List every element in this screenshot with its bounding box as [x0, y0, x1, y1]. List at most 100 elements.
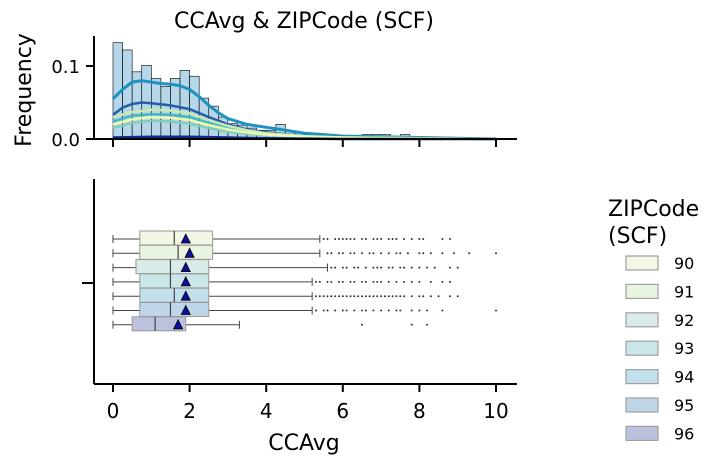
outlier-point [349, 252, 352, 255]
outlier-point [357, 266, 360, 269]
outlier-point [341, 266, 344, 269]
outlier-point [395, 252, 398, 255]
outlier-point [372, 238, 375, 240]
mean-marker [180, 233, 191, 244]
outlier-point [383, 295, 386, 298]
legend-swatch-95 [625, 397, 659, 413]
outlier-point [364, 280, 367, 283]
outlier-point [372, 280, 375, 283]
outlier-point [456, 295, 459, 298]
legend-swatch-91 [625, 283, 659, 299]
outlier-point [426, 309, 429, 312]
outlier-point [418, 295, 421, 298]
outlier-point [441, 238, 444, 240]
kde-line-90 [112, 115, 497, 141]
outlier-point [337, 238, 340, 240]
outlier-point [441, 280, 444, 283]
outlier-point [330, 280, 333, 283]
outlier-point [330, 252, 333, 255]
outlier-point [341, 309, 344, 312]
outlier-point [360, 252, 363, 255]
outlier-point [395, 309, 398, 312]
outlier-point [334, 266, 337, 269]
outlier-point [403, 266, 406, 269]
outlier-point [334, 309, 337, 312]
outlier-point [441, 252, 444, 255]
box-91 [139, 244, 214, 260]
outlier-point [353, 309, 356, 312]
outlier-point [418, 238, 421, 240]
outlier-point [387, 280, 390, 283]
outlier-point [314, 309, 317, 312]
legend-label-93: 93 [674, 339, 694, 358]
histogram-panel: CCAvg & ZIPCode (SCF) Frequency 0.0 0.1 [12, 9, 517, 151]
mean-marker [180, 261, 191, 273]
outlier-point [345, 266, 348, 269]
outlier-point [426, 266, 429, 269]
outlier-point [395, 280, 398, 283]
outlier-point [314, 280, 317, 283]
x-tick-label: 6 [336, 399, 349, 423]
box-93 [139, 273, 210, 289]
kde-line-94 [111, 79, 497, 141]
outlier-point [326, 252, 329, 255]
outlier-point [326, 238, 329, 240]
outlier-point [318, 295, 321, 298]
outlier-point [380, 280, 383, 283]
outlier-point [353, 266, 356, 269]
outlier-point [337, 252, 340, 255]
outlier-point [495, 309, 497, 312]
outlier-point [441, 309, 444, 312]
outlier-point [449, 295, 452, 298]
outlier-point [376, 295, 379, 298]
legend-label-95: 95 [674, 396, 694, 415]
histogram-bar [189, 75, 200, 140]
y-tick-label: 0.1 [51, 57, 80, 78]
outlier-point [349, 295, 352, 298]
outlier-point [330, 295, 333, 298]
outlier-point [326, 280, 329, 283]
outlier-point [353, 295, 356, 298]
legend-swatch-94 [625, 369, 659, 385]
outlier-point [380, 252, 383, 255]
outlier-point [410, 323, 413, 326]
outlier-point [406, 252, 409, 255]
outlier-point [337, 280, 340, 283]
legend-swatch-96 [625, 425, 659, 441]
outlier-point [380, 309, 383, 312]
outlier-point [468, 252, 471, 255]
outlier-point [353, 280, 356, 283]
x-tick-label: 4 [260, 399, 273, 423]
box-96 [131, 316, 187, 332]
box-92 [135, 259, 210, 275]
outlier-point [364, 266, 367, 269]
outlier-point [326, 295, 329, 298]
legend-label-91: 91 [674, 282, 694, 301]
x-tick-label: 10 [483, 399, 508, 423]
outlier-point [391, 266, 394, 269]
legend-label-94: 94 [674, 368, 694, 387]
outlier-point [399, 266, 402, 269]
outlier-point [429, 280, 432, 283]
mean-marker [180, 276, 191, 287]
outlier-point [364, 309, 367, 312]
legend-swatch-90 [625, 255, 659, 271]
outlier-point [449, 280, 452, 283]
chart-title: CCAvg & ZIPCode (SCF) [174, 9, 434, 34]
outlier-point [422, 252, 425, 255]
legend-label-96: 96 [674, 424, 694, 443]
histogram-bar [170, 78, 181, 140]
outlier-point [433, 266, 436, 269]
outlier-point [391, 295, 394, 298]
outlier-point [418, 309, 421, 312]
outlier-point [322, 295, 325, 298]
outlier-point [360, 323, 363, 326]
legend-title: (SCF) [608, 224, 667, 249]
outlier-point [334, 295, 337, 298]
x-tick-label: 2 [183, 399, 196, 423]
legend-swatch-92 [625, 312, 659, 328]
outlier-point [368, 252, 371, 255]
outlier-point [449, 238, 452, 240]
legend: ZIPCode(SCF) 90 91 92 93 94 95 96 [608, 197, 699, 443]
outlier-point [380, 266, 383, 269]
